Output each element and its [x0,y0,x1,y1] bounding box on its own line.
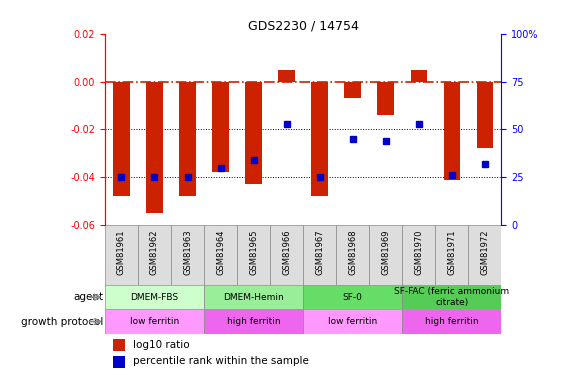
Bar [476,81,493,148]
Text: GSM81965: GSM81965 [249,230,258,275]
Bar [468,225,501,285]
Bar [105,309,204,334]
Bar [402,309,501,334]
Bar [212,81,229,172]
Bar [113,81,129,196]
Text: SF-FAC (ferric ammonium
citrate): SF-FAC (ferric ammonium citrate) [394,288,510,307]
Bar [270,225,303,285]
Text: GSM81963: GSM81963 [183,230,192,275]
Text: GSM81968: GSM81968 [348,230,357,275]
Bar [311,81,328,196]
Text: GSM81962: GSM81962 [150,230,159,275]
Text: low ferritin: low ferritin [328,317,377,326]
Text: DMEM-Hemin: DMEM-Hemin [223,292,284,302]
Bar [369,225,402,285]
Bar [179,81,196,196]
Bar [279,70,295,81]
Bar [204,285,303,309]
Text: high ferritin: high ferritin [425,317,479,326]
Text: GSM81972: GSM81972 [480,230,489,275]
Bar [402,285,501,309]
Text: agent: agent [73,292,103,302]
Bar [105,225,138,285]
Bar [146,81,163,213]
Bar [237,225,270,285]
Bar [444,81,460,180]
Bar [204,309,303,334]
Text: GSM81961: GSM81961 [117,230,126,275]
Text: GSM81966: GSM81966 [282,230,291,275]
Bar [204,225,237,285]
Text: GSM81969: GSM81969 [381,230,390,275]
Bar [303,225,336,285]
Bar [336,225,369,285]
Title: GDS2230 / 14754: GDS2230 / 14754 [248,20,359,33]
Text: GSM81971: GSM81971 [447,230,456,275]
Text: GSM81970: GSM81970 [415,230,423,275]
Bar [345,81,361,98]
Text: low ferritin: low ferritin [130,317,179,326]
Bar [245,81,262,184]
Bar [402,225,436,285]
Bar [113,356,125,368]
Text: GSM81964: GSM81964 [216,230,225,275]
Text: DMEM-FBS: DMEM-FBS [131,292,178,302]
Text: log10 ratio: log10 ratio [133,340,189,350]
Bar [138,225,171,285]
Bar [113,339,125,351]
Text: SF-0: SF-0 [343,292,363,302]
Bar [303,285,402,309]
Bar [436,225,468,285]
Text: high ferritin: high ferritin [227,317,280,326]
Bar [171,225,204,285]
Text: GSM81967: GSM81967 [315,230,324,275]
Bar [303,309,402,334]
Bar [377,81,394,115]
Text: percentile rank within the sample: percentile rank within the sample [133,357,308,366]
Text: growth protocol: growth protocol [21,316,103,327]
Bar [410,70,427,81]
Bar [105,285,204,309]
